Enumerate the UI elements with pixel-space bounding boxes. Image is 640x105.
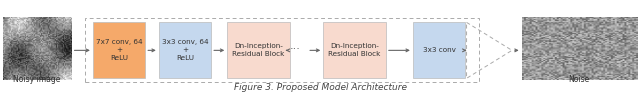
Text: ···: ···	[291, 44, 301, 54]
FancyBboxPatch shape	[159, 22, 211, 78]
Text: Noisy image: Noisy image	[13, 75, 61, 84]
FancyBboxPatch shape	[93, 22, 145, 78]
Text: 3x3 conv, 64
+
ReLU: 3x3 conv, 64 + ReLU	[162, 39, 208, 61]
FancyBboxPatch shape	[227, 22, 290, 78]
Text: 3x3 conv: 3x3 conv	[422, 47, 456, 53]
Text: Figure 3. Proposed Model Architecture: Figure 3. Proposed Model Architecture	[234, 83, 406, 92]
Text: Noise: Noise	[568, 75, 590, 84]
FancyBboxPatch shape	[323, 22, 386, 78]
Text: Dn-Inception-
Residual Block: Dn-Inception- Residual Block	[232, 43, 285, 57]
Text: Dn-Inception-
Residual Block: Dn-Inception- Residual Block	[328, 43, 381, 57]
FancyBboxPatch shape	[413, 22, 465, 78]
Text: 7x7 conv, 64
+
ReLU: 7x7 conv, 64 + ReLU	[96, 39, 142, 61]
